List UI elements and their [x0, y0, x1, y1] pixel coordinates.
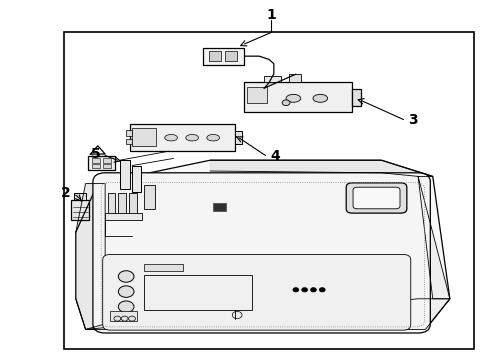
- Bar: [132, 128, 156, 146]
- Bar: [74, 193, 86, 200]
- Bar: [63, 32, 473, 349]
- Bar: [208, 51, 221, 61]
- Circle shape: [301, 288, 307, 292]
- Bar: [144, 264, 183, 271]
- Ellipse shape: [206, 135, 219, 141]
- Bar: [118, 193, 126, 216]
- Bar: [92, 158, 100, 163]
- Polygon shape: [210, 160, 432, 176]
- Circle shape: [310, 288, 316, 292]
- Text: 4: 4: [270, 149, 280, 162]
- Bar: [71, 200, 89, 220]
- Bar: [110, 311, 137, 321]
- FancyBboxPatch shape: [352, 187, 399, 209]
- Polygon shape: [85, 299, 449, 329]
- Bar: [212, 203, 226, 211]
- Bar: [129, 124, 234, 151]
- Bar: [132, 166, 141, 192]
- Text: 2: 2: [61, 186, 71, 199]
- Circle shape: [282, 100, 289, 105]
- Polygon shape: [76, 160, 449, 329]
- Bar: [203, 48, 244, 65]
- Text: 1: 1: [266, 9, 276, 22]
- Bar: [144, 185, 155, 209]
- Bar: [129, 193, 137, 216]
- Ellipse shape: [164, 135, 177, 141]
- Bar: [107, 193, 115, 216]
- FancyBboxPatch shape: [102, 255, 410, 330]
- Circle shape: [118, 271, 134, 282]
- Bar: [244, 82, 351, 112]
- Ellipse shape: [185, 135, 198, 141]
- Bar: [125, 139, 132, 144]
- Circle shape: [121, 316, 128, 321]
- Bar: [234, 131, 242, 144]
- Circle shape: [128, 316, 135, 321]
- Bar: [125, 130, 132, 136]
- Bar: [92, 164, 100, 168]
- Polygon shape: [90, 146, 105, 154]
- Bar: [264, 76, 281, 82]
- Text: 3: 3: [407, 113, 417, 126]
- FancyBboxPatch shape: [93, 173, 429, 333]
- FancyBboxPatch shape: [346, 183, 406, 213]
- Circle shape: [118, 301, 134, 312]
- Bar: [102, 158, 110, 163]
- Bar: [144, 275, 251, 310]
- Ellipse shape: [285, 94, 300, 102]
- Bar: [102, 164, 110, 168]
- Text: 5: 5: [90, 147, 100, 161]
- Bar: [120, 160, 129, 189]
- Circle shape: [114, 316, 121, 321]
- Circle shape: [118, 286, 134, 297]
- Bar: [288, 74, 300, 82]
- Bar: [88, 156, 115, 170]
- Circle shape: [292, 288, 298, 292]
- Bar: [105, 213, 142, 220]
- Ellipse shape: [312, 94, 327, 102]
- Bar: [351, 90, 360, 106]
- Polygon shape: [417, 176, 449, 299]
- Bar: [224, 51, 237, 61]
- Circle shape: [319, 288, 325, 292]
- Bar: [246, 86, 266, 103]
- Polygon shape: [76, 184, 105, 329]
